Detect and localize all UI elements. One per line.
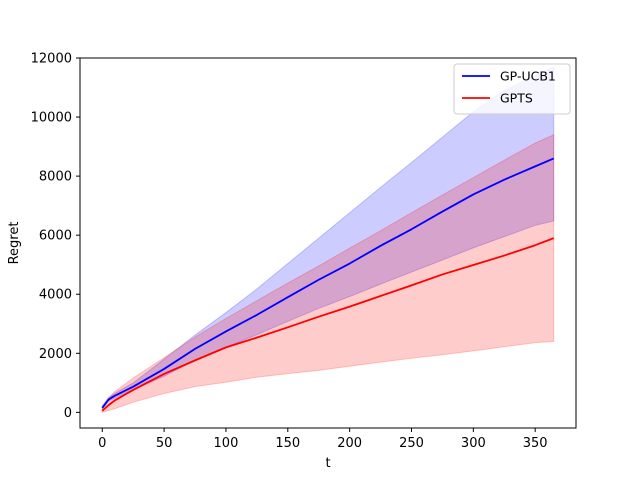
y-tick-label: 2000	[39, 347, 72, 362]
y-tick-label: 8000	[39, 170, 72, 185]
y-tick-label: 0	[64, 406, 72, 421]
x-tick-label: 200	[337, 436, 362, 451]
x-tick-label: 350	[523, 436, 548, 451]
band-gpts	[101, 134, 555, 414]
x-tick-label: 250	[399, 436, 424, 451]
y-axis-ticks: 0 2000 4000 6000 8000 10000 12000	[31, 52, 80, 421]
line-gpts	[101, 237, 555, 412]
y-axis-label: Regret	[7, 222, 22, 265]
series-lines	[101, 157, 555, 412]
x-tick-label: 50	[156, 436, 173, 451]
x-axis-ticks: 0 50 100 150 200 250 300 350	[98, 428, 548, 451]
y-tick-label: 10000	[31, 111, 72, 126]
x-tick-label: 300	[461, 436, 486, 451]
legend: GP-UCB1 GPTS	[453, 63, 571, 115]
x-tick-label: 100	[214, 436, 239, 451]
axes-frame	[79, 57, 577, 429]
legend-label-gp-ucb1: GP-UCB1	[500, 69, 556, 84]
line-gp-ucb1	[101, 157, 555, 409]
y-tick-label: 4000	[39, 288, 72, 303]
x-axis-label: t	[325, 456, 330, 471]
x-tick-label: 0	[98, 436, 106, 451]
x-tick-label: 150	[275, 436, 300, 451]
confidence-bands	[101, 66, 555, 414]
y-tick-label: 12000	[31, 52, 72, 67]
legend-label-gpts: GPTS	[500, 91, 533, 106]
y-tick-label: 6000	[39, 229, 72, 244]
